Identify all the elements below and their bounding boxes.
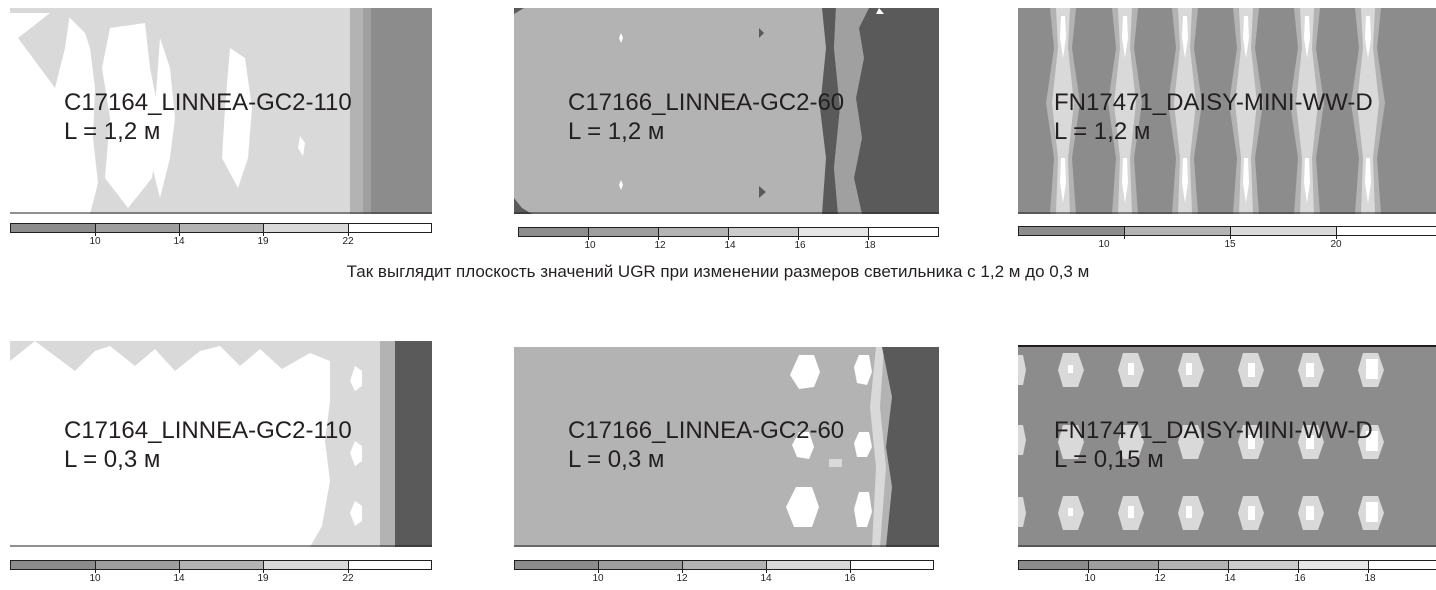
ugr-panel-3: FN17471_DAISY-MINI-WW-D L = 1,2 м 10 15 …: [1018, 8, 1436, 258]
legend-swatch: [589, 228, 659, 236]
legend-tick-label: 12: [676, 573, 688, 584]
luminaire-length-label: L = 0,15 м: [1054, 446, 1164, 473]
luminaire-length-label: L = 0,3 м: [568, 446, 665, 473]
luminaire-length-label: L = 1,2 м: [1054, 118, 1151, 145]
ugr-panel-6: FN17471_DAISY-MINI-WW-D L = 0,15 м 10 12…: [1018, 345, 1436, 585]
luminaire-length-label: L = 1,2 м: [64, 118, 161, 145]
legend-tick-label: 10: [584, 240, 596, 251]
ugr-panel-1: C17164_LINNEA-GC2-110 L = 1,2 м 10 14 19…: [10, 8, 432, 247]
legend-tick-label: 10: [89, 236, 101, 247]
legend-tick-label: 22: [342, 236, 354, 247]
legend-tick-label: 19: [257, 236, 269, 247]
luminaire-name-label: C17164_LINNEA-GC2-110: [64, 417, 352, 444]
legend-tick-label: 14: [173, 573, 185, 584]
legend-swatch: [1231, 227, 1337, 235]
ugr-plot-2: [514, 8, 939, 214]
legend-swatch: [869, 228, 938, 236]
legend-tick-label: 10: [1084, 573, 1096, 584]
legend-swatch: [1019, 227, 1125, 235]
luminaire-length-label: L = 0,3 м: [64, 446, 161, 473]
ugr-panel-4: C17164_LINNEA-GC2-110 L = 0,3 м 10 14 19…: [10, 341, 432, 584]
ugr-plot-3: [1018, 8, 1436, 214]
legend-swatch: [96, 561, 180, 569]
legend-swatch: [349, 561, 431, 569]
legend-swatch: [264, 224, 349, 232]
ugr-plot-5: [514, 347, 939, 547]
legend-tick-label: 16: [1294, 573, 1306, 584]
legend-swatch: [1337, 227, 1436, 235]
legend-tick-label: 16: [794, 240, 806, 251]
luminaire-name-label: FN17471_DAISY-MINI-WW-D: [1054, 89, 1373, 116]
legend-tick-label: 10: [592, 573, 604, 584]
legend-swatch: [1089, 561, 1159, 569]
figure-caption: Так выглядит плоскость значений UGR при …: [346, 262, 1090, 281]
legend-swatch: [11, 224, 96, 232]
legend-swatch: [1159, 561, 1229, 569]
legend-tick-label: 10: [89, 573, 101, 584]
legend-swatch: [264, 561, 349, 569]
legend-tick-label: 12: [1154, 573, 1166, 584]
legend-swatch: [1019, 561, 1089, 569]
legend-swatch: [851, 561, 933, 569]
legend-swatch: [799, 228, 869, 236]
ugr-panel-5: C17166_LINNEA-GC2-60 L = 0,3 м 10 12 14 …: [514, 347, 939, 587]
ugr-plot-6: [1018, 345, 1436, 547]
legend-swatch: [599, 561, 683, 569]
legend-tick-label: 14: [1224, 573, 1236, 584]
legend-swatch: [349, 224, 431, 232]
ugr-plot-4: [10, 341, 432, 547]
legend-tick-label: 18: [864, 240, 876, 251]
legend-tick-label: 18: [1364, 573, 1376, 584]
legend-tick-label: 19: [257, 573, 269, 584]
legend-swatch: [683, 561, 767, 569]
legend-swatch: [1369, 561, 1436, 569]
legend-swatch: [1299, 561, 1369, 569]
ugr-panel-2: C17166_LINNEA-GC2-60 L = 1,2 м 10 12 14 …: [514, 8, 939, 251]
luminaire-length-label: L = 1,2 м: [568, 118, 665, 145]
legend-tick-label: 10: [1098, 239, 1110, 250]
legend-tick-label: 22: [342, 573, 354, 584]
legend-swatch: [515, 561, 599, 569]
legend-swatch: [180, 561, 264, 569]
legend-swatch: [767, 561, 851, 569]
luminaire-name-label: C17166_LINNEA-GC2-60: [568, 417, 845, 444]
legend-tick-label: 16: [844, 573, 856, 584]
legend-swatch: [96, 224, 180, 232]
legend-tick-label: 15: [1224, 239, 1236, 250]
legend-swatch: [1229, 561, 1299, 569]
legend-swatch: [659, 228, 729, 236]
legend-swatch: [11, 561, 96, 569]
legend-tick-label: 20: [1330, 239, 1342, 250]
legend-tick-label: 14: [724, 240, 736, 251]
luminaire-name-label: FN17471_DAISY-MINI-WW-D: [1054, 417, 1373, 444]
luminaire-name-label: C17166_LINNEA-GC2-60: [568, 89, 845, 116]
ugr-plot-1: [10, 8, 432, 214]
legend-swatch: [180, 224, 264, 232]
legend-swatch: [1125, 227, 1231, 235]
legend-tick-label: 14: [760, 573, 772, 584]
legend-tick-label: 14: [173, 236, 185, 247]
legend-swatch: [519, 228, 589, 236]
legend-tick-label: 12: [654, 240, 666, 251]
luminaire-name-label: C17164_LINNEA-GC2-110: [64, 89, 352, 116]
legend-swatch: [729, 228, 799, 236]
